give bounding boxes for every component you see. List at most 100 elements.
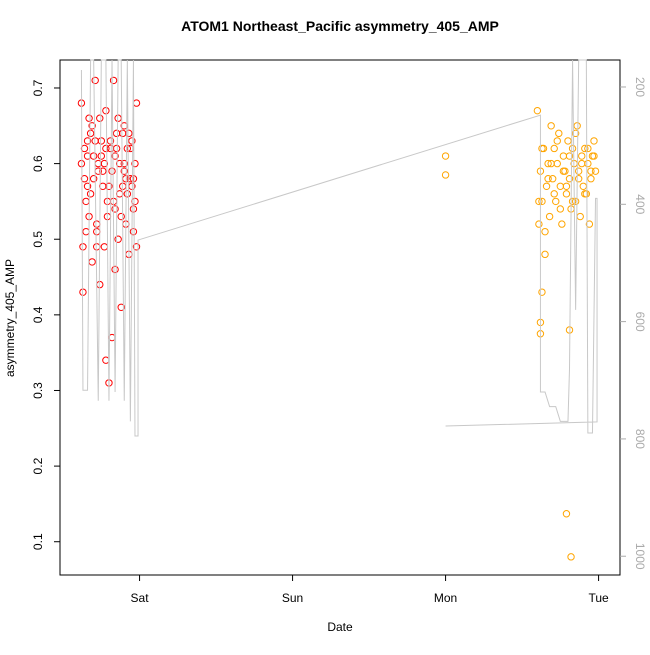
point	[553, 159, 561, 168]
point	[132, 243, 141, 251]
point	[120, 167, 128, 175]
point	[565, 175, 574, 183]
point	[89, 175, 98, 183]
point	[111, 265, 119, 274]
point	[96, 114, 104, 122]
point	[535, 197, 543, 206]
point	[111, 205, 119, 213]
point	[574, 167, 583, 175]
point	[79, 243, 87, 251]
point	[535, 220, 543, 228]
point	[91, 76, 99, 85]
y-tick-label: 0.2	[31, 457, 45, 474]
point	[579, 182, 587, 190]
point	[93, 243, 101, 251]
point	[564, 137, 572, 145]
point	[581, 144, 589, 153]
point	[100, 159, 109, 168]
point	[553, 137, 561, 145]
point	[552, 197, 560, 206]
point	[590, 152, 598, 160]
point	[80, 144, 89, 153]
plot-box	[59, 59, 621, 576]
point	[550, 190, 558, 198]
y-tick-label: 0.5	[31, 231, 45, 248]
point	[547, 122, 555, 130]
point	[538, 197, 546, 206]
point	[129, 227, 138, 236]
point	[558, 220, 566, 228]
point	[538, 144, 546, 153]
point	[576, 212, 584, 221]
y2-tick-label: 600	[633, 312, 647, 332]
y2-tick-label: 200	[633, 77, 647, 97]
point	[556, 182, 565, 190]
point	[441, 171, 450, 179]
point	[559, 167, 568, 175]
point	[587, 175, 595, 183]
x-tick-label: Mon	[434, 591, 457, 605]
point	[111, 152, 119, 160]
pressure-line	[80, 59, 598, 437]
point	[568, 197, 577, 206]
point	[547, 159, 555, 168]
point	[559, 152, 568, 160]
point	[562, 190, 571, 198]
point	[542, 182, 551, 190]
point	[119, 129, 127, 138]
point	[545, 212, 554, 221]
point	[114, 235, 122, 243]
point	[533, 106, 542, 115]
x-tick-label: Sun	[282, 591, 303, 605]
chart-title: ATOM1 Northeast_Pacific asymmetry_405_AM…	[181, 18, 499, 34]
point	[117, 212, 125, 221]
point	[538, 288, 546, 296]
y-tick-label: 0.7	[31, 79, 45, 96]
y-tick-label: 0.4	[31, 306, 45, 323]
point	[115, 159, 124, 168]
point	[550, 144, 558, 153]
point	[102, 144, 110, 153]
point	[80, 175, 89, 183]
point	[97, 137, 106, 145]
point	[120, 159, 128, 168]
point	[112, 129, 121, 138]
point	[88, 258, 96, 266]
point	[82, 227, 90, 236]
point	[132, 99, 141, 107]
x-tick-label: Sat	[131, 591, 150, 605]
y-tick-label: 0.3	[31, 382, 45, 399]
point	[83, 182, 92, 190]
point	[591, 167, 600, 175]
point	[129, 205, 138, 213]
point	[93, 227, 101, 236]
point	[114, 114, 122, 122]
y2-tick-label: 1000	[633, 543, 647, 570]
point	[97, 152, 106, 160]
y-axis-label: asymmetry_405_AMP	[3, 259, 17, 377]
point	[585, 220, 594, 228]
y2-tick-label: 400	[633, 194, 647, 214]
point	[85, 114, 93, 122]
point	[548, 175, 557, 183]
point	[128, 137, 136, 145]
x-axis-label: Date	[327, 620, 353, 634]
point	[573, 122, 581, 130]
point	[441, 152, 450, 160]
point	[123, 190, 132, 198]
point	[93, 220, 101, 228]
point	[578, 159, 586, 168]
point	[108, 167, 116, 175]
point	[88, 122, 96, 130]
point	[562, 182, 571, 190]
point	[99, 167, 107, 175]
point	[123, 144, 132, 153]
point	[568, 144, 577, 153]
point	[106, 137, 115, 145]
point	[584, 144, 592, 153]
point	[565, 152, 574, 160]
y2-tick-label: 800	[633, 429, 647, 449]
point	[567, 553, 575, 561]
point	[86, 190, 95, 198]
